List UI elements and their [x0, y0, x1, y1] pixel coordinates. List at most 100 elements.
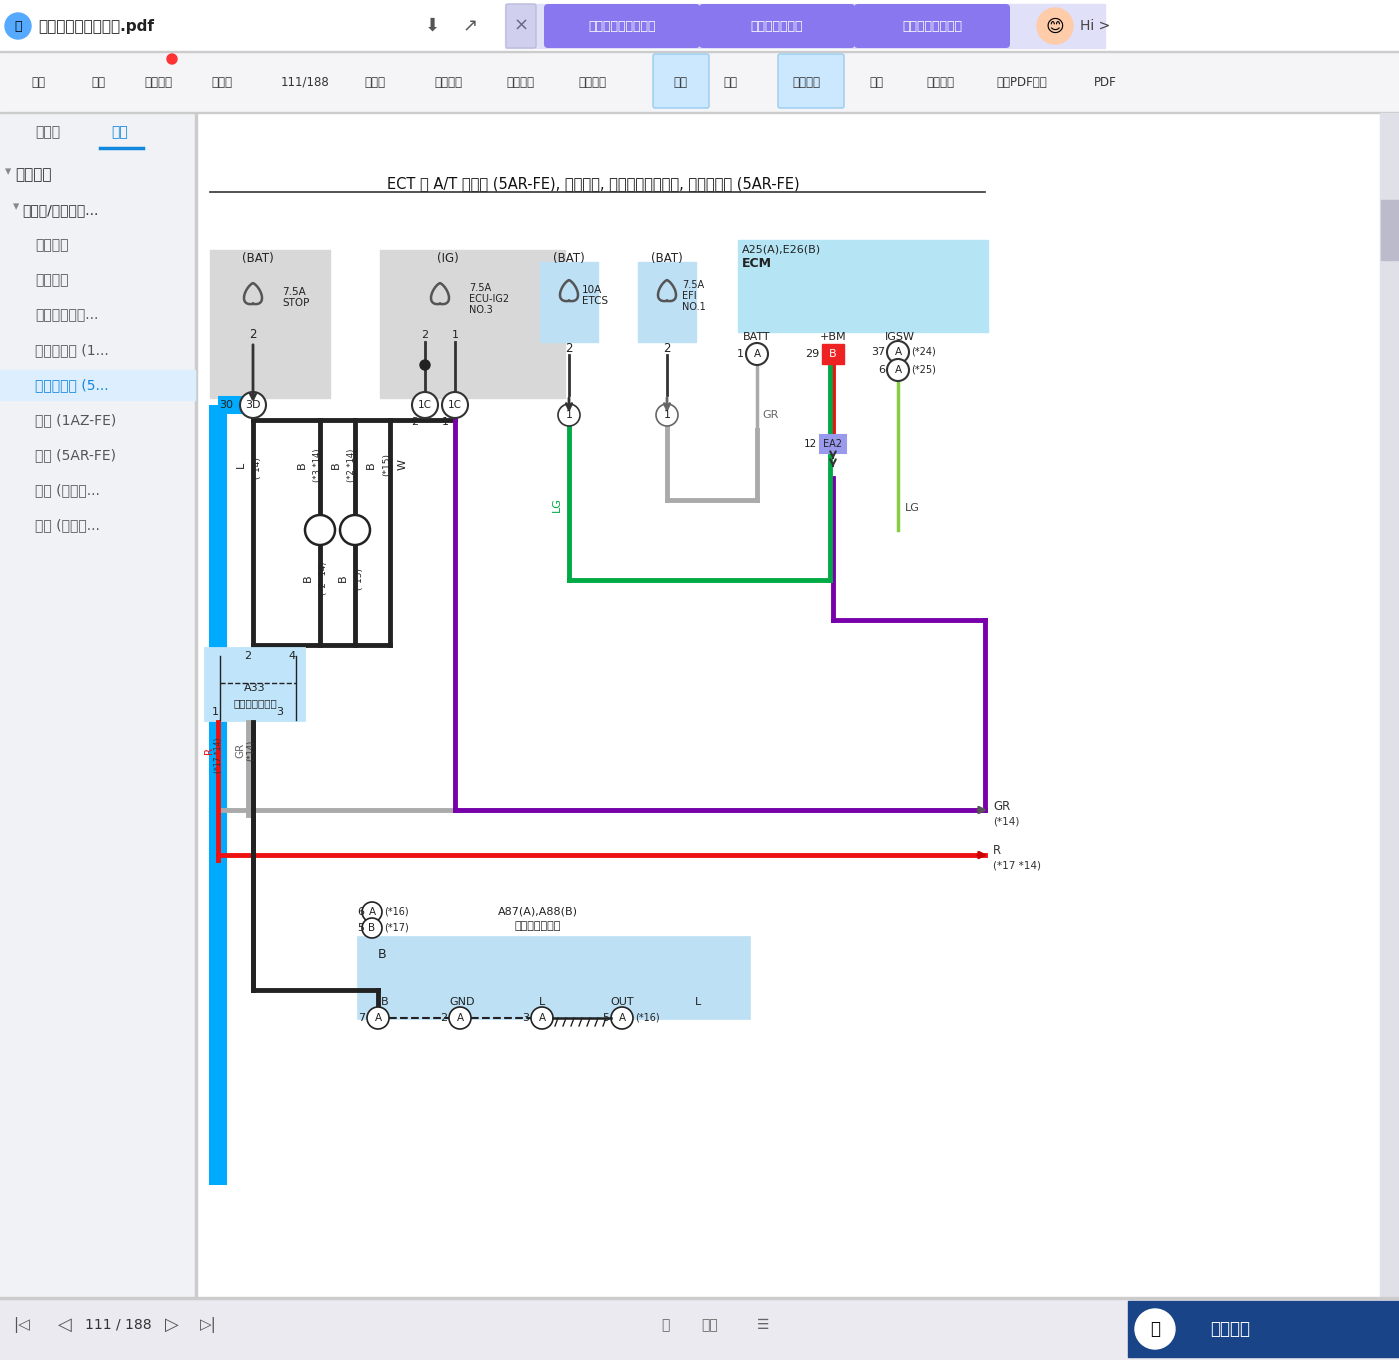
- Circle shape: [887, 359, 909, 381]
- Text: ECM: ECM: [741, 257, 772, 271]
- Text: 系统电路: 系统电路: [15, 167, 52, 182]
- Text: 🔧: 🔧: [14, 19, 22, 33]
- Circle shape: [411, 392, 438, 418]
- Text: EA2: EA2: [824, 439, 842, 449]
- Text: B: B: [830, 350, 837, 359]
- Text: (IG): (IG): [436, 252, 459, 265]
- Text: ▾: ▾: [6, 165, 11, 178]
- Bar: [0, 370, 194, 400]
- Text: ETCS: ETCS: [582, 296, 609, 306]
- Circle shape: [340, 515, 369, 545]
- Text: 1: 1: [211, 707, 218, 717]
- Circle shape: [746, 343, 768, 364]
- Text: ×: ×: [513, 18, 529, 35]
- Text: ↗: ↗: [463, 18, 477, 35]
- Text: 3: 3: [277, 707, 284, 717]
- Text: 111 / 188: 111 / 188: [85, 1318, 151, 1331]
- Text: W: W: [397, 460, 409, 471]
- Text: (*24): (*24): [911, 347, 936, 356]
- Text: 10A: 10A: [582, 286, 602, 295]
- Text: A: A: [368, 907, 375, 917]
- Text: 30: 30: [220, 400, 234, 409]
- Text: IGSW: IGSW: [886, 332, 915, 341]
- Bar: [739, 239, 988, 332]
- Text: 单页: 单页: [673, 76, 687, 88]
- Text: GR: GR: [993, 800, 1010, 812]
- Text: ⬜: ⬜: [660, 1318, 669, 1331]
- Text: |◁: |◁: [14, 1316, 31, 1333]
- Text: A: A: [456, 1013, 463, 1023]
- Text: LG: LG: [905, 503, 921, 513]
- Text: 37: 37: [870, 347, 886, 356]
- Text: (*14): (*14): [993, 816, 1020, 826]
- Circle shape: [442, 392, 469, 418]
- Text: 2: 2: [565, 341, 572, 355]
- Text: 查找: 查找: [869, 76, 883, 88]
- Text: 发动机控制 (5...: 发动机控制 (5...: [35, 378, 109, 392]
- Circle shape: [887, 341, 909, 363]
- Text: A: A: [375, 1013, 382, 1023]
- Text: 2: 2: [421, 330, 428, 340]
- Text: 汽修帮手: 汽修帮手: [1210, 1321, 1249, 1338]
- Text: (BAT): (BAT): [553, 252, 585, 265]
- Text: LG: LG: [553, 498, 562, 513]
- Text: OUT: OUT: [610, 997, 634, 1006]
- Text: (*2 *14): (*2 *14): [347, 449, 355, 481]
- Text: 1: 1: [565, 409, 572, 420]
- Text: A: A: [754, 350, 761, 359]
- Circle shape: [449, 1006, 471, 1030]
- Bar: [0, 113, 196, 1297]
- Circle shape: [420, 360, 429, 370]
- Text: GR: GR: [235, 743, 245, 758]
- Text: 发动机混合动力系统.pdf: 发动机混合动力系统.pdf: [38, 19, 154, 34]
- Circle shape: [166, 54, 178, 64]
- Text: ▷: ▷: [165, 1316, 179, 1334]
- Text: ECU-IG2: ECU-IG2: [469, 294, 509, 305]
- Bar: [228, 268, 278, 328]
- Text: B: B: [339, 574, 348, 582]
- Text: 7: 7: [358, 1013, 365, 1023]
- FancyBboxPatch shape: [778, 54, 844, 107]
- Text: 4: 4: [288, 651, 295, 661]
- Text: GND: GND: [449, 997, 474, 1006]
- Circle shape: [1037, 8, 1073, 44]
- Bar: [0, 1297, 1399, 1360]
- Text: (BAT): (BAT): [242, 252, 274, 265]
- Text: (*15): (*15): [382, 453, 390, 476]
- Text: (*14): (*14): [246, 740, 256, 760]
- Bar: [206, 647, 305, 721]
- Text: 2: 2: [411, 418, 418, 427]
- Bar: [1128, 1302, 1399, 1357]
- Circle shape: [305, 515, 334, 545]
- Text: A87(A),A88(B): A87(A),A88(B): [498, 907, 578, 917]
- Text: 双页: 双页: [723, 76, 737, 88]
- Text: 打印: 打印: [91, 76, 105, 88]
- Text: 5: 5: [357, 923, 364, 933]
- Text: 1: 1: [737, 350, 744, 359]
- Text: NO.3: NO.3: [469, 305, 492, 316]
- Text: (*3 *14): (*3 *14): [313, 449, 322, 481]
- Text: 上一页: 上一页: [211, 76, 232, 88]
- Text: B: B: [367, 461, 376, 469]
- Text: (*16): (*16): [635, 1013, 659, 1023]
- Text: 截图识字: 截图识字: [926, 76, 954, 88]
- Text: 1: 1: [442, 418, 449, 427]
- Text: NO.1: NO.1: [681, 302, 705, 311]
- Text: 12: 12: [804, 439, 817, 449]
- Bar: [210, 250, 330, 398]
- Text: 截图后提取文字: 截图后提取文字: [751, 19, 803, 33]
- Text: (*14): (*14): [252, 457, 262, 480]
- Text: 2: 2: [439, 1013, 448, 1023]
- Text: 连续阅读: 连续阅读: [792, 76, 820, 88]
- Text: 3D: 3D: [245, 400, 260, 409]
- Text: R: R: [204, 747, 214, 753]
- Text: BATT: BATT: [743, 332, 771, 341]
- Text: ECT 和 A/T 指示灯 (5AR-FE), 巡航控制, 动态雷达巡航控制, 发动机控制 (5AR-FE): ECT 和 A/T 指示灯 (5AR-FE), 巡航控制, 动态雷达巡航控制, …: [386, 177, 799, 192]
- Text: 冷却风扇: 冷却风扇: [35, 238, 69, 252]
- Bar: [358, 937, 750, 1019]
- Bar: [1381, 200, 1398, 260]
- Text: 发动机控制 (1...: 发动机控制 (1...: [35, 343, 109, 356]
- Text: 1: 1: [452, 330, 459, 340]
- Text: ⬜⬜: ⬜⬜: [702, 1318, 718, 1331]
- Text: B: B: [297, 461, 306, 469]
